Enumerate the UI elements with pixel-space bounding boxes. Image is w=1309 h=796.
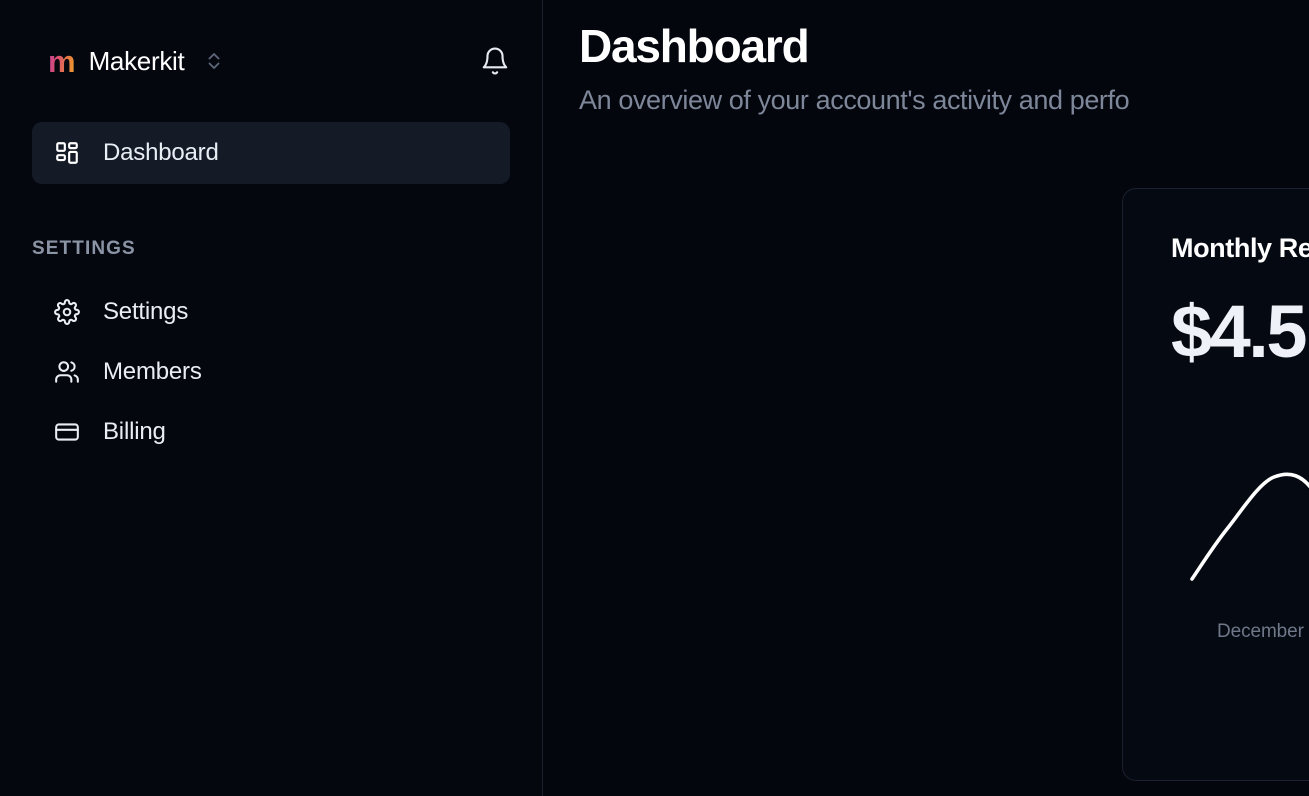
- sidebar-item-label: Members: [103, 358, 202, 385]
- sidebar-item-label: Billing: [103, 418, 166, 445]
- bell-icon[interactable]: [480, 46, 510, 76]
- brand-name: Makerkit: [88, 45, 185, 76]
- x-tick-label: December 23: [1217, 621, 1309, 642]
- mrr-chart: December 23 February 24 April 24 June 24: [1123, 425, 1309, 675]
- sidebar-nav: Dashboard SETTINGS Settings: [0, 122, 542, 462]
- mrr-line-chart-svg: [1190, 472, 1309, 581]
- sidebar-item-members[interactable]: Members: [32, 342, 510, 402]
- sidebar-item-billing[interactable]: Billing: [32, 402, 510, 462]
- users-icon: [52, 359, 81, 385]
- main-content: Dashboard An overview of your account's …: [543, 0, 1309, 796]
- sidebar-item-label: Dashboard: [103, 139, 219, 166]
- sidebar-item-settings[interactable]: Settings: [32, 282, 510, 342]
- mrr-card-title: Monthly Recurring Revenue: [1171, 232, 1309, 263]
- mrr-card: Monthly Recurring Revenue 20% $4.5: [1122, 188, 1309, 781]
- brand-selector[interactable]: m Makerkit: [48, 46, 222, 77]
- mrr-line-path: [1190, 472, 1309, 581]
- sidebar-item-label: Settings: [103, 298, 189, 325]
- makerkit-logo-icon: m: [48, 43, 76, 79]
- credit-card-icon: [52, 419, 81, 445]
- sidebar-section-settings-label: SETTINGS: [32, 238, 136, 259]
- page-title: Dashboard: [579, 20, 810, 72]
- sidebar: m Makerkit: [0, 0, 543, 796]
- chevrons-up-down-icon[interactable]: [206, 50, 222, 72]
- sidebar-header: m Makerkit: [0, 0, 542, 122]
- mrr-value: $4.5: [1171, 290, 1308, 373]
- sidebar-settings-group: Settings Members: [32, 282, 510, 462]
- layout-grid-icon: [52, 140, 81, 166]
- sidebar-item-dashboard[interactable]: Dashboard: [32, 122, 510, 184]
- mrr-card-header: Monthly Recurring Revenue 20%: [1171, 225, 1309, 271]
- gear-icon: [52, 299, 81, 325]
- page-subtitle: An overview of your account's activity a…: [579, 84, 1130, 115]
